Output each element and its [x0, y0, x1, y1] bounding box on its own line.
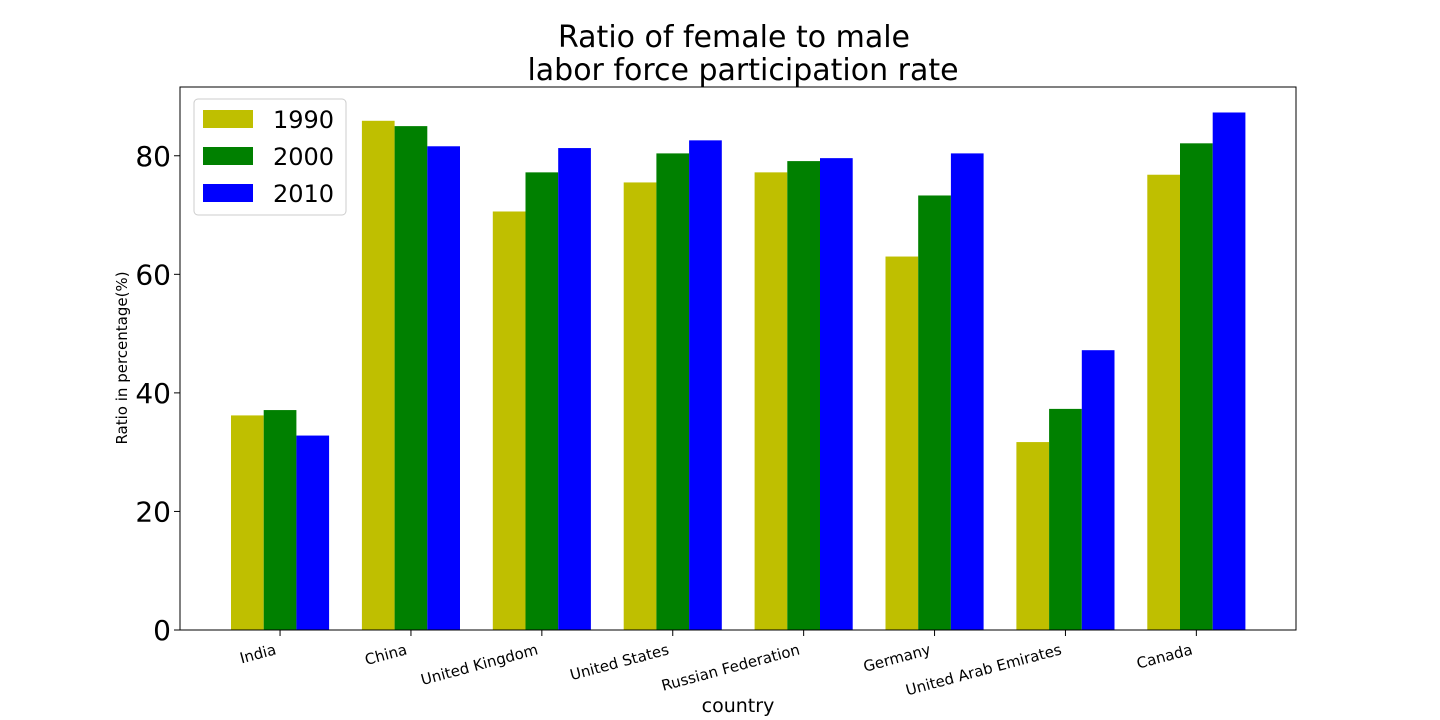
- y-tick-label: 40: [135, 377, 171, 410]
- y-tick-label: 80: [135, 140, 171, 173]
- bar-united-arab-emirates-1990: [1016, 442, 1050, 630]
- bar-russian-federation-2000: [787, 161, 820, 630]
- bar-china-2010: [427, 146, 460, 630]
- bar-canada-2000: [1180, 143, 1213, 630]
- legend-items: 1990 2000 2010: [203, 106, 334, 208]
- bar-india-2010: [296, 435, 330, 630]
- bar-united-kingdom-1990: [492, 211, 526, 631]
- chart-title-line-1: Ratio of female to male: [558, 20, 910, 55]
- bar-india-2000: [263, 410, 297, 630]
- legend-swatch-2010: [203, 184, 253, 202]
- bar-russian-federation-1990: [754, 172, 788, 631]
- bar-russian-federation-2010: [820, 158, 853, 630]
- x-tick-label-canada: Canada: [1135, 640, 1195, 672]
- x-tick-label-united-states: United States: [568, 640, 671, 684]
- y-tick-label: 60: [135, 258, 171, 291]
- chart-title: Ratio of female to male labor force part…: [527, 20, 958, 88]
- legend-swatch-1990: [203, 110, 253, 128]
- x-tick-label-india: India: [238, 640, 278, 667]
- bar-germany-1990: [885, 256, 919, 630]
- x-tick-label-china: China: [363, 640, 409, 668]
- x-tick-label-germany: Germany: [861, 640, 932, 675]
- legend-label-2000: 2000: [273, 143, 334, 171]
- bar-china-1990: [361, 120, 395, 630]
- plot-area-frame: [179, 86, 1297, 631]
- bar-united-kingdom-2000: [525, 172, 559, 631]
- legend: 1990 2000 2010: [193, 98, 347, 216]
- legend-label-2010: 2010: [273, 180, 334, 208]
- y-axis: 0 20 40 60 80: [135, 140, 180, 647]
- chart-title-line-2: labor force participation rate: [527, 53, 958, 88]
- bar-canada-1990: [1147, 174, 1180, 631]
- legend-swatch-2000: [203, 147, 253, 165]
- bar-united-arab-emirates-2000: [1049, 408, 1082, 630]
- bar-united-states-2010: [689, 140, 722, 630]
- bars-layer: [231, 112, 1246, 631]
- x-tick-label-russian-federation: Russian Federation: [659, 640, 801, 694]
- y-tick-label: 0: [153, 614, 171, 647]
- legend-label-1990: 1990: [273, 106, 334, 134]
- bar-united-kingdom-2010: [558, 148, 591, 630]
- x-tick-label-united-kingdom: United Kingdom: [419, 640, 540, 689]
- y-tick-label: 20: [135, 495, 171, 528]
- y-axis-label: Ratio in percentage(%): [113, 271, 131, 444]
- bar-india-1990: [231, 415, 264, 630]
- bar-united-arab-emirates-2010: [1081, 350, 1115, 630]
- bar-united-states-1990: [623, 182, 657, 630]
- bar-germany-2010: [950, 153, 984, 630]
- x-axis-label: country: [702, 695, 775, 717]
- bar-united-states-2000: [656, 153, 690, 630]
- x-axis: India China United Kingdom United StatesRus…: [238, 630, 1197, 699]
- bar-china-2000: [394, 126, 428, 631]
- bar-canada-2010: [1212, 112, 1246, 631]
- bar-germany-2000: [918, 195, 951, 631]
